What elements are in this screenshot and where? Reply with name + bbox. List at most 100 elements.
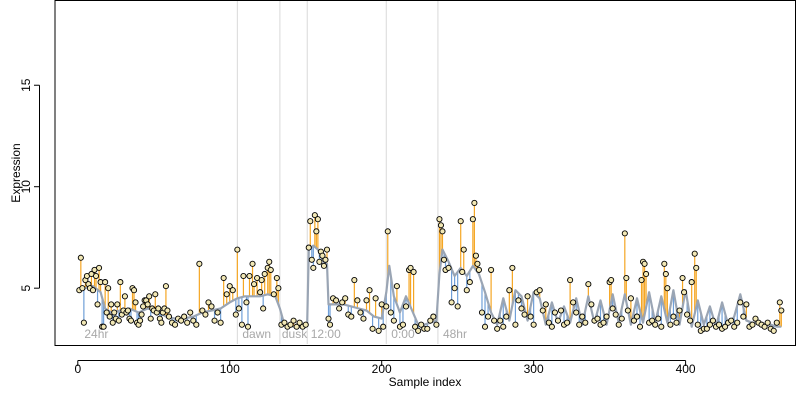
data-point — [246, 272, 253, 280]
x-tick-label: 300 — [524, 362, 544, 376]
data-point — [415, 327, 422, 334]
data-point — [530, 321, 537, 328]
data-point — [764, 319, 771, 326]
residual-segments — [78, 202, 782, 331]
data-point — [266, 258, 273, 265]
data-point — [649, 317, 656, 324]
data-point — [94, 301, 101, 308]
data-point — [457, 218, 464, 225]
data-point — [342, 295, 349, 302]
data-point — [618, 315, 625, 322]
data-point — [638, 277, 645, 284]
data-point — [383, 303, 390, 310]
data-point — [548, 323, 555, 330]
fit-line — [77, 244, 782, 328]
data-point — [132, 299, 139, 306]
data-point — [287, 321, 294, 328]
data-point — [749, 321, 756, 328]
data-point — [737, 299, 744, 306]
data-point — [437, 222, 445, 229]
data-point — [114, 301, 121, 308]
data-point — [551, 309, 558, 316]
condition-labels: 24hr dawn dusk 12:00 0:00 48hr — [84, 327, 467, 341]
data-point — [171, 321, 179, 328]
data-point — [311, 212, 318, 219]
data-point — [234, 246, 241, 253]
data-point — [545, 319, 552, 326]
data-point — [308, 256, 315, 263]
data-point — [703, 325, 710, 332]
data-point — [339, 299, 346, 306]
data-point — [630, 317, 637, 324]
data-point — [536, 287, 543, 294]
condition-label: 48hr — [443, 327, 467, 341]
data-point — [542, 301, 549, 308]
y-tick-label: 10 — [19, 180, 33, 194]
data-point — [627, 295, 634, 302]
data-point — [187, 309, 194, 316]
data-point — [211, 317, 218, 324]
data-point — [92, 272, 100, 280]
data-points — [76, 199, 785, 334]
data-point — [273, 274, 280, 282]
y-axis: 5 10 15 — [19, 78, 40, 292]
data-point — [445, 264, 452, 271]
data-point — [410, 268, 417, 275]
data-point — [320, 262, 328, 269]
data-point — [521, 311, 528, 318]
data-point — [693, 264, 700, 271]
data-point — [474, 260, 481, 267]
data-point — [636, 323, 644, 330]
data-point — [664, 285, 671, 292]
data-point — [80, 319, 87, 326]
data-point — [679, 274, 686, 282]
data-point — [567, 277, 574, 284]
data-point — [424, 325, 431, 332]
data-point — [518, 305, 525, 312]
data-point — [121, 293, 128, 300]
data-point — [165, 313, 173, 320]
data-point — [223, 291, 230, 298]
data-point — [243, 299, 250, 306]
data-point — [715, 321, 723, 328]
data-point — [199, 307, 206, 314]
data-point — [261, 270, 268, 278]
data-point — [144, 301, 151, 308]
data-point — [229, 287, 236, 294]
data-point — [585, 281, 592, 288]
data-point — [351, 277, 358, 284]
data-point — [652, 321, 659, 328]
data-point — [399, 321, 407, 328]
data-point — [372, 295, 379, 302]
data-point — [402, 303, 410, 310]
data-point — [684, 311, 691, 318]
plot-frame — [54, 0, 796, 346]
data-point — [612, 311, 619, 318]
data-point — [249, 260, 256, 267]
data-point — [360, 315, 367, 322]
data-point — [609, 305, 616, 312]
data-point — [307, 218, 314, 225]
data-point — [124, 307, 131, 314]
data-point — [485, 313, 492, 320]
data-point — [500, 323, 507, 330]
x-axis: 0 100 200 300 400 — [74, 360, 696, 376]
data-point — [322, 256, 329, 263]
data-point — [600, 319, 607, 326]
data-point — [509, 264, 516, 271]
data-point — [761, 323, 768, 330]
data-point — [162, 283, 169, 290]
data-point — [380, 323, 387, 330]
data-point — [524, 293, 531, 300]
data-point — [106, 313, 113, 320]
data-point — [582, 319, 589, 326]
data-point — [390, 317, 397, 324]
data-point — [184, 319, 191, 326]
data-point — [436, 216, 443, 223]
data-point — [79, 285, 86, 292]
data-point — [235, 305, 242, 312]
data-point — [506, 287, 513, 294]
data-point — [375, 327, 382, 334]
data-point — [448, 299, 455, 306]
